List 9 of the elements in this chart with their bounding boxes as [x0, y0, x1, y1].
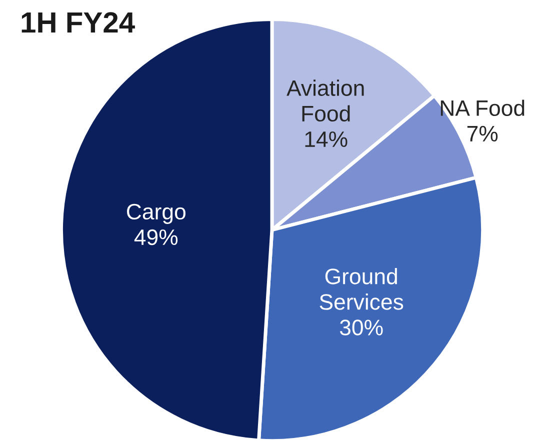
slice-label: Cargo [126, 204, 186, 224]
slice-label: NA Food [440, 100, 524, 116]
chart-title: 1H FY24 [22, 12, 135, 33]
data-label: 14% [305, 131, 348, 147]
data-label: 30% [340, 320, 383, 336]
data-label: 49% [134, 229, 178, 246]
slice-label: Ground Services [320, 268, 404, 310]
slice-label: Aviation Food [286, 80, 364, 122]
data-label: 7% [467, 126, 498, 142]
